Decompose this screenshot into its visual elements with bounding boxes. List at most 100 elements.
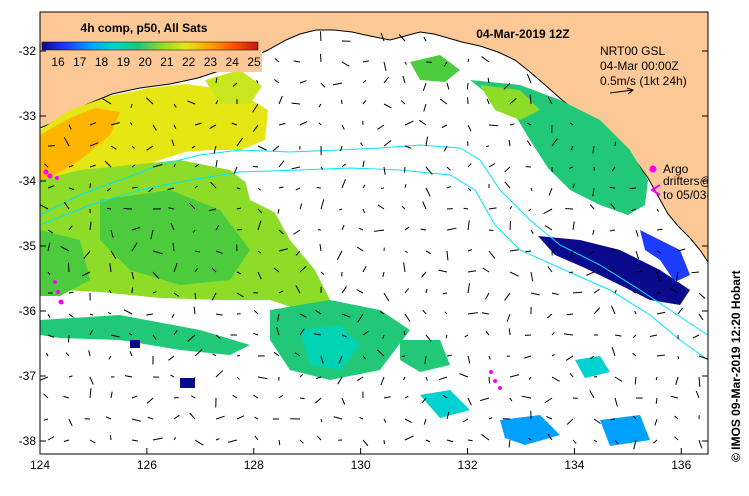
current-vector-arrow	[630, 208, 637, 212]
current-vector-arrow	[530, 229, 534, 235]
current-vector-arrow	[278, 122, 286, 126]
current-vector-arrow	[593, 307, 601, 315]
current-vector-arrow	[68, 313, 74, 318]
current-vector-arrow	[382, 271, 385, 277]
current-vector-arrow	[611, 268, 616, 273]
current-vector-arrow	[295, 250, 301, 256]
current-vector-arrow	[146, 397, 154, 404]
current-vector-arrow	[422, 201, 427, 210]
current-vector-arrow	[194, 122, 202, 126]
current-vector-arrow	[299, 439, 304, 444]
current-vector-arrow	[215, 159, 218, 168]
current-vector-arrow	[110, 391, 113, 399]
current-vector-arrow	[236, 415, 245, 420]
current-vector-arrow	[168, 355, 175, 361]
current-vector-arrow	[294, 352, 301, 357]
current-vector-arrow	[104, 160, 112, 168]
current-vector-arrow	[131, 395, 138, 399]
drifters-label-line2: to 05/03-12Z	[663, 188, 731, 202]
argo-float-marker	[43, 169, 49, 175]
current-vector-arrow	[656, 208, 659, 212]
current-vector-arrow	[109, 434, 112, 441]
current-vector-arrow	[543, 208, 553, 215]
current-vectors	[40, 31, 708, 450]
current-vector-arrow	[131, 186, 138, 189]
current-vector-arrow	[81, 271, 91, 277]
current-vector-arrow	[425, 250, 431, 255]
current-vector-arrow	[150, 229, 154, 240]
current-vector-arrow	[589, 204, 595, 210]
current-vector-arrow	[508, 328, 511, 336]
current-vector-arrow	[314, 333, 322, 336]
current-vector-arrow	[341, 124, 345, 130]
current-vector-arrow	[403, 330, 406, 336]
current-vector-arrow	[526, 140, 532, 147]
current-vector-arrow	[63, 395, 70, 399]
current-vector-arrow	[509, 220, 512, 231]
current-vector-arrow	[442, 394, 448, 399]
current-vector-arrow	[273, 79, 280, 84]
current-vector-arrow	[362, 100, 367, 105]
current-vector-arrow	[521, 395, 532, 399]
current-vector-arrow	[442, 292, 448, 295]
current-vector-arrow	[404, 418, 412, 424]
current-vector-arrow	[551, 354, 555, 357]
current-vector-arrow	[486, 98, 490, 105]
current-vector-arrow	[46, 352, 49, 357]
current-vector-arrow	[276, 327, 280, 336]
current-vector-arrow	[572, 291, 583, 294]
current-vector-arrow	[425, 166, 433, 175]
current-vector-arrow	[108, 312, 112, 315]
current-vector-arrow	[546, 415, 553, 420]
current-vector-arrow	[110, 334, 120, 338]
current-vector-arrow	[129, 351, 133, 357]
current-vector-arrow	[65, 352, 70, 357]
current-vector-arrow	[209, 124, 217, 129]
current-vector-arrow	[291, 166, 301, 170]
current-vector-arrow	[341, 334, 347, 338]
current-vector-arrow	[131, 439, 138, 442]
current-vector-arrow	[341, 286, 347, 294]
current-vector-arrow	[173, 103, 177, 108]
y-axis: -32 -33 -34 -35 -36 -37 -38	[19, 44, 708, 448]
current-vector-arrow	[47, 229, 54, 234]
current-vector-arrow	[425, 376, 428, 381]
current-vector-arrow	[212, 353, 217, 357]
current-vector-arrow	[614, 289, 617, 294]
current-vector-arrow	[359, 227, 364, 231]
current-vector-arrow	[44, 163, 49, 168]
current-vector-arrow	[551, 138, 558, 147]
colorbar-tick-label: 24	[226, 55, 240, 69]
current-vector-arrow	[629, 187, 637, 190]
current-vector-arrow	[488, 207, 497, 210]
current-vector-arrow	[215, 370, 224, 378]
current-vector-arrow	[509, 206, 513, 210]
current-vector-arrow	[47, 271, 51, 276]
current-vector-arrow	[215, 313, 223, 316]
y-tick-label: -32	[19, 44, 37, 58]
current-vector-arrow	[152, 271, 160, 279]
argo-float-marker	[47, 173, 53, 179]
current-vector-arrow	[544, 397, 553, 404]
current-vector-arrow	[131, 164, 136, 168]
current-vector-arrow	[171, 313, 175, 318]
current-vector-arrow	[273, 351, 280, 357]
current-vector-arrow	[635, 270, 643, 273]
current-vector-arrow	[592, 229, 595, 235]
current-vector-arrow	[362, 355, 367, 360]
current-vector-arrow	[43, 393, 49, 399]
current-vector-arrow	[380, 32, 385, 42]
current-vector-arrow	[566, 418, 574, 425]
current-vector-arrow	[467, 355, 471, 364]
current-vector-arrow	[210, 181, 217, 189]
current-vector-arrow	[467, 58, 470, 63]
current-vector-arrow	[488, 355, 491, 360]
current-vector-arrow	[236, 228, 243, 231]
current-vector-arrow	[89, 388, 92, 399]
current-vector-arrow	[446, 354, 453, 357]
current-vector-arrow	[446, 166, 451, 171]
current-vector-arrow	[402, 376, 406, 381]
current-vector-arrow	[586, 271, 595, 276]
current-vector-arrow	[446, 250, 449, 261]
current-vector-arrow	[339, 145, 343, 152]
